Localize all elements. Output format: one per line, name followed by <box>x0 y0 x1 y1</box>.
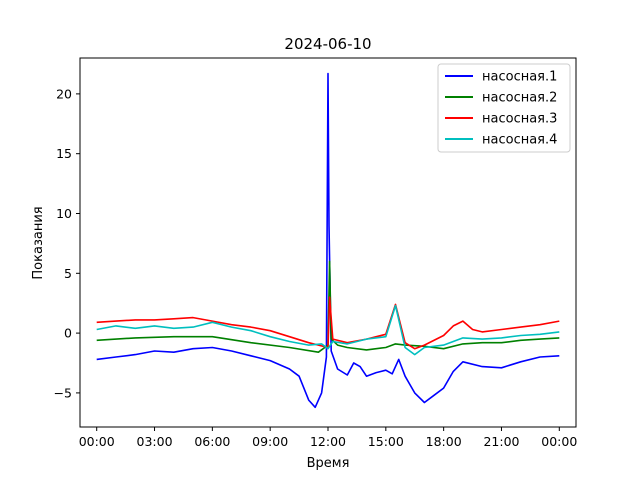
x-axis-title: Время <box>307 456 350 471</box>
y-tick-label: −5 <box>54 385 72 400</box>
y-tick-label: 5 <box>64 266 72 281</box>
y-tick-label: 15 <box>56 146 72 161</box>
x-tick-label: 03:00 <box>137 434 173 449</box>
chart-title: 2024-06-10 <box>284 35 371 53</box>
x-tick-label: 12:00 <box>310 434 346 449</box>
legend-label: насосная.1 <box>482 70 557 85</box>
x-tick-label: 06:00 <box>194 434 230 449</box>
x-tick-label: 15:00 <box>368 434 404 449</box>
x-tick-label: 21:00 <box>483 434 519 449</box>
y-tick-label: 10 <box>56 206 72 221</box>
legend-label: насосная.2 <box>482 91 557 106</box>
series-line-2 <box>96 260 560 354</box>
x-tick-label: 00:00 <box>79 434 115 449</box>
legend-label: насосная.4 <box>482 133 557 148</box>
y-axis-title: Показания <box>31 206 46 279</box>
legend: насосная.1 насосная.2 насосная.3 насосная.4 <box>437 63 571 153</box>
x-tick-label: 09:00 <box>252 434 288 449</box>
y-axis: −5 0 5 10 15 20 <box>54 86 80 400</box>
x-tick-label: 00:00 <box>541 434 577 449</box>
y-tick-label: 0 <box>64 326 72 341</box>
legend-box <box>437 63 571 153</box>
series-line-3 <box>96 296 560 350</box>
series-layer <box>96 72 560 409</box>
series-line-4 <box>96 304 560 356</box>
x-axis: 00:00 03:00 06:00 09:00 12:00 15:00 18:00 21:00… <box>79 427 577 449</box>
series-line-1 <box>96 72 560 409</box>
legend-label: насосная.3 <box>482 112 557 127</box>
y-tick-label: 20 <box>56 86 72 101</box>
x-tick-label: 18:00 <box>426 434 462 449</box>
